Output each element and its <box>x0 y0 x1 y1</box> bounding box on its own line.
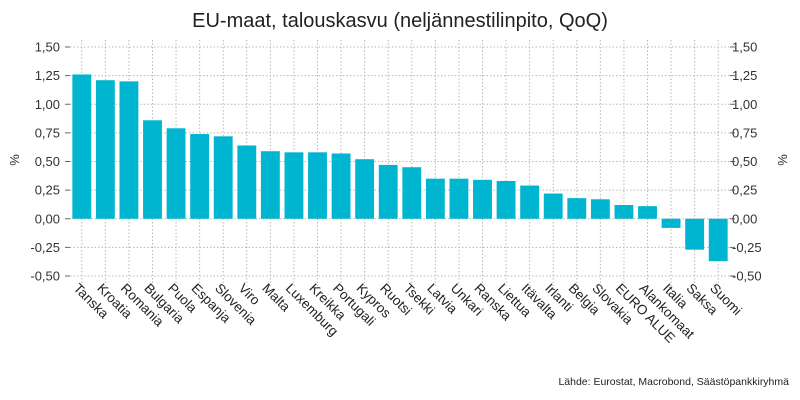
y-axis-right: 1,50 1,25 1,00 0,75 0,50 0,25 0,00 -0,25 -0,50 <box>732 40 762 284</box>
y-tick-label-right: -0,25 <box>732 240 762 255</box>
bar-tanska <box>72 74 92 219</box>
y-tick-label-left: 1,50 <box>35 40 60 55</box>
y-axis-label-left: % <box>7 154 22 166</box>
bar-saksa <box>685 218 705 250</box>
y-axis-label-right: % <box>775 154 790 166</box>
grid <box>65 40 735 286</box>
y-tick-label-left: 1,00 <box>35 97 60 112</box>
bar-itävalta <box>520 185 540 219</box>
y-axis-left: 1,50 1,25 1,00 0,75 0,50 0,25 0,00 -0,25 -0,50 <box>30 40 60 284</box>
y-tick-label-right: 1,00 <box>732 97 757 112</box>
bar-kroatia <box>95 80 115 219</box>
bar-irlanti <box>543 193 563 219</box>
y-tick-label-left: 0,00 <box>35 211 60 226</box>
bar-romania <box>119 81 139 219</box>
y-tick-label-right: 0,75 <box>732 125 757 140</box>
chart-title: EU-maat, talouskasvu (neljännestilinpito… <box>192 10 608 32</box>
bar-ruotsi <box>378 164 398 219</box>
source-note: Lähde: Eurostat, Macrobond, Säästöpankki… <box>558 376 789 388</box>
bar-luxemburg <box>284 152 304 219</box>
bar-alankomaat <box>638 206 657 219</box>
y-tick-label-left: 0,50 <box>35 154 60 169</box>
bars <box>72 74 728 262</box>
bar-ranska <box>473 179 492 219</box>
x-axis: TanskaKroatiaRomaniaBulgariaPuolaEspanja… <box>71 281 745 346</box>
bar-malta <box>260 151 280 219</box>
y-tick-label-left: 0,25 <box>35 183 60 198</box>
bar-bulgaria <box>143 120 162 219</box>
y-tick-label-right: 0,50 <box>732 154 757 169</box>
bar-belgia <box>567 198 587 219</box>
bar-slovenia <box>213 136 233 219</box>
bar-kypros <box>355 159 375 219</box>
bar-italia <box>661 218 681 228</box>
bar-latvia <box>425 178 445 219</box>
y-tick-label-right: 1,25 <box>732 68 757 83</box>
bar-viro <box>237 145 257 219</box>
bar-espanja <box>190 134 210 219</box>
y-tick-label-left: -0,50 <box>30 269 60 284</box>
bar-portugali <box>331 153 351 219</box>
y-tick-label-left: 1,25 <box>35 68 60 83</box>
y-tick-label-right: -0,50 <box>732 269 762 284</box>
y-tick-label-left: 0,75 <box>35 125 60 140</box>
y-tick-label-right: 0,25 <box>732 183 757 198</box>
y-tick-label-right: 1,50 <box>732 40 757 55</box>
bar-puola <box>166 128 186 219</box>
bar-slovakia <box>590 199 610 219</box>
bar-kreikka <box>308 152 327 219</box>
y-tick-label-left: -0,25 <box>30 240 60 255</box>
bar-euro-alue <box>614 205 634 219</box>
bar-suomi <box>708 218 728 262</box>
y-tick-label-right: 0,00 <box>732 211 757 226</box>
bar-unkari <box>449 178 469 219</box>
bar-tsekki <box>402 167 422 219</box>
bar-liettua <box>496 180 516 219</box>
